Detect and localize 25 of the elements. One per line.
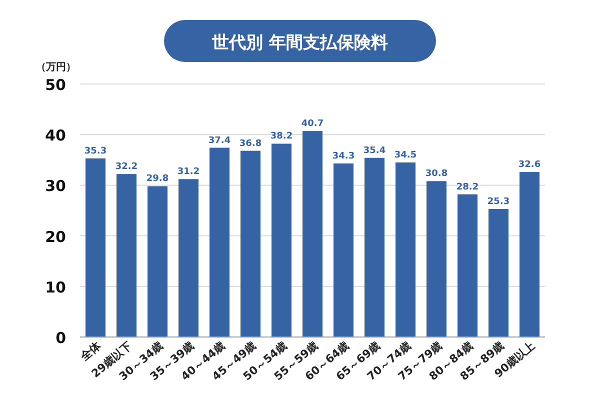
ytick: 0	[56, 329, 66, 347]
data-label: 37.4	[208, 136, 231, 146]
chart-title: 世代別 年間支払保険料	[211, 33, 388, 53]
xtick: 全体	[78, 339, 104, 364]
data-label: 25.3	[487, 196, 510, 207]
data-label: 28.2	[456, 182, 479, 192]
data-label: 36.8	[239, 138, 262, 149]
data-label: 35.4	[363, 146, 386, 156]
ytick: 30	[45, 177, 66, 196]
ytick: 40	[45, 126, 66, 145]
data-label: 35.3	[84, 146, 107, 156]
ytick: 50	[45, 76, 66, 94]
data-label: 40.7	[301, 119, 324, 130]
data-label: 34.5	[394, 150, 417, 160]
data-label: 29.8	[146, 174, 169, 184]
ytick: 20	[45, 228, 66, 246]
ylabel: （万円）	[36, 62, 76, 73]
title: 世代別 年間支払保険料	[164, 20, 436, 62]
data-label: 34.3	[332, 151, 355, 162]
data-label: 31.2	[177, 167, 200, 178]
data-label: 38.2	[270, 132, 293, 142]
ytick: 10	[45, 278, 66, 296]
data-label: 32.2	[115, 162, 138, 172]
data-label: 30.8	[425, 169, 448, 180]
data-label: 32.6	[518, 160, 541, 170]
